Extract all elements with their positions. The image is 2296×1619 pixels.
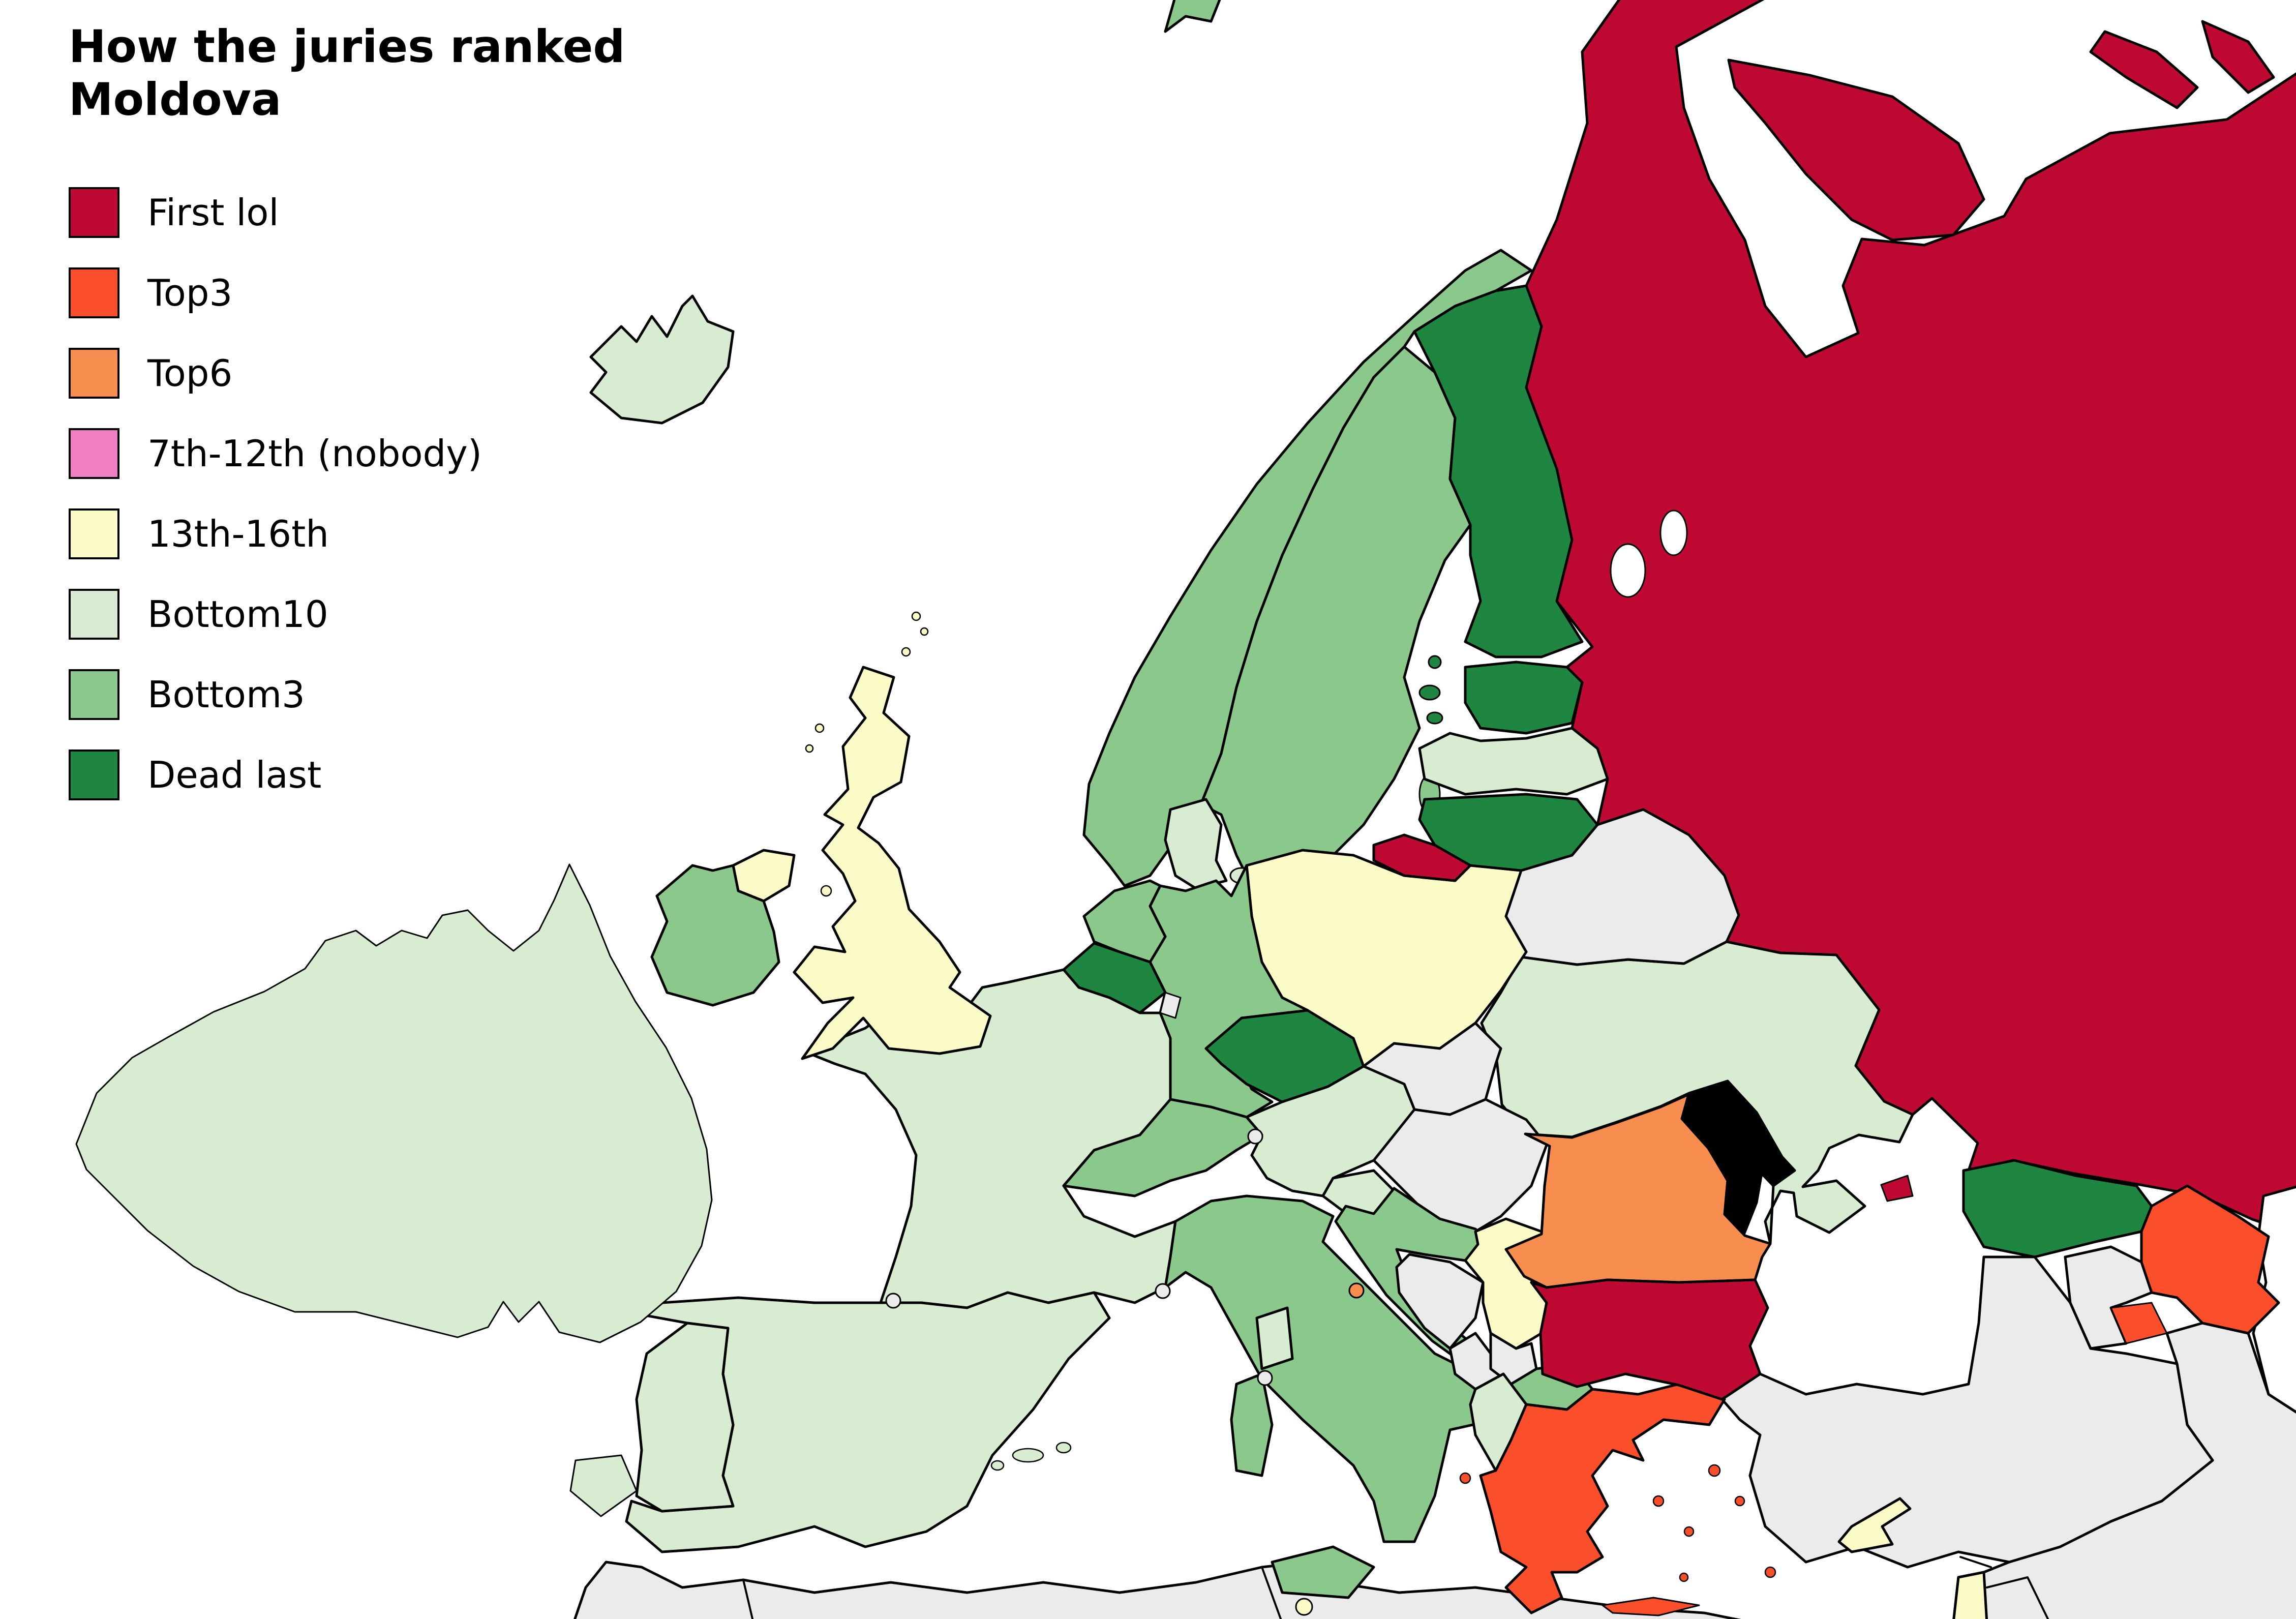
country-ireland — [650, 864, 780, 1007]
country-italy-sardinia — [1230, 1372, 1274, 1477]
country-romania — [1504, 1093, 1772, 1289]
country-denmark — [1164, 798, 1228, 890]
legend: First lol Top3 Top6 7th-12th (nobody) 13… — [69, 187, 625, 800]
legend-label-13th-16th: 13th-16th — [147, 512, 329, 555]
country-hungary — [1372, 1098, 1548, 1233]
country-greece-corfu — [1459, 1472, 1471, 1484]
country-iceland — [589, 294, 735, 425]
border-line-levant-2 — [1986, 1576, 2049, 1619]
country-uk-hebrides — [814, 723, 825, 733]
country-latvia — [1418, 727, 1609, 796]
legend-swatch-top3 — [69, 267, 119, 318]
country-cyprus — [1837, 1497, 1912, 1553]
legend-row-bottom3: Bottom3 — [69, 669, 625, 720]
country-austria — [1245, 1065, 1416, 1197]
page-title-line2: Moldova — [69, 73, 282, 126]
legend-label-bottom10: Bottom10 — [147, 592, 328, 636]
legend-row-13th-16th: 13th-16th — [69, 508, 625, 559]
country-azerbaijan — [2140, 1184, 2280, 1335]
lake-onega — [1659, 509, 1688, 556]
legend-swatch-bottom10 — [69, 588, 119, 640]
country-monaco — [1155, 1283, 1171, 1299]
country-estonia-saaremaa — [1418, 684, 1441, 701]
country-san-marino — [1348, 1282, 1365, 1299]
country-estonia — [1464, 661, 1584, 735]
country-greece-island — [1679, 1572, 1689, 1582]
legend-swatch-7th-12th — [69, 428, 119, 479]
country-greece-island — [1708, 1464, 1721, 1477]
country-uk-orkney — [901, 647, 911, 657]
country-russia-kerch — [1880, 1175, 1914, 1202]
border-line-africa-2 — [1261, 1566, 1282, 1619]
legend-row-7th-12th: 7th-12th (nobody) — [69, 428, 625, 479]
country-russia-kola — [1727, 58, 1985, 242]
legend-row-first: First lol — [69, 187, 625, 238]
country-turkey — [1720, 1255, 2214, 1569]
country-finland-aland — [1428, 655, 1442, 669]
legend-swatch-first — [69, 187, 119, 238]
country-estonia-hiiumaa — [1426, 711, 1443, 725]
country-uk-shetland — [920, 627, 929, 636]
country-vatican-city — [1257, 1370, 1273, 1386]
country-russia-novaya-zemlya — [2089, 30, 2199, 109]
border-line-levant-1 — [1959, 1556, 1992, 1568]
country-australia-tasmania — [569, 1454, 638, 1517]
country-liechtenstein — [1247, 1128, 1263, 1145]
country-russia-novaya-zemlya — [2201, 20, 2275, 94]
legend-swatch-bottom3 — [69, 669, 119, 720]
country-finland — [1413, 284, 1584, 658]
country-italy-sicily — [1271, 1545, 1375, 1599]
legend-label-7th-12th: 7th-12th (nobody) — [147, 432, 482, 475]
legend-label-top3: Top3 — [147, 271, 233, 314]
country-malta — [1295, 1598, 1313, 1616]
country-spain-ibiza — [990, 1460, 1005, 1471]
country-uk-hebrides — [805, 744, 814, 753]
country-north-africa — [573, 1561, 1741, 1619]
country-france-corsica — [1255, 1306, 1294, 1370]
country-united-kingdom — [793, 666, 992, 1060]
country-azerbaijan-nakhchivan — [2110, 1302, 2168, 1344]
country-switzerland — [1062, 1098, 1263, 1197]
country-israel — [1952, 1571, 1988, 1619]
country-greece-island — [1683, 1526, 1695, 1537]
legend-row-bottom10: Bottom10 — [69, 588, 625, 640]
country-greece — [1479, 1383, 1726, 1614]
page-title: How the juries ranked Moldova — [69, 20, 625, 126]
legend-label-bottom3: Bottom3 — [147, 673, 305, 716]
country-uk-isle-of-man — [820, 885, 832, 897]
legend-row-top3: Top3 — [69, 267, 625, 318]
legend-row-dead-last: Dead last — [69, 749, 625, 800]
border-line-africa-1 — [742, 1579, 754, 1619]
legend-swatch-13th-16th — [69, 508, 119, 559]
country-russia-kaliningrad — [1372, 833, 1472, 882]
country-australia — [75, 863, 713, 1343]
country-norway-svalbard — [1164, 0, 1221, 33]
legend-row-top6: Top6 — [69, 347, 625, 399]
country-greece-island — [1652, 1495, 1665, 1507]
country-moldova — [1680, 1080, 1796, 1236]
country-bulgaria — [1530, 1278, 1769, 1401]
legend-label-dead-last: Dead last — [147, 753, 322, 796]
page-title-line1: How the juries ranked — [69, 20, 625, 73]
country-uk-shetland — [911, 611, 921, 621]
legend-swatch-dead-last — [69, 749, 119, 800]
country-greece-crete — [1602, 1597, 1700, 1616]
map-legend-panel: How the juries ranked Moldova First lol … — [69, 20, 625, 830]
legend-label-top6: Top6 — [147, 351, 233, 395]
lake-ladoga — [1610, 543, 1646, 598]
legend-swatch-top6 — [69, 347, 119, 399]
country-greece-rhodes — [1764, 1566, 1776, 1578]
country-lithuania — [1418, 793, 1599, 872]
country-greece-island — [1734, 1495, 1745, 1507]
country-armenia — [2064, 1245, 2153, 1350]
country-luxembourg — [1159, 992, 1182, 1019]
country-portugal — [635, 1322, 735, 1513]
legend-label-first: First lol — [147, 191, 279, 234]
country-spain-mallorca — [1012, 1448, 1044, 1463]
country-spain-menorca — [1055, 1442, 1072, 1454]
country-andorra — [885, 1293, 901, 1309]
